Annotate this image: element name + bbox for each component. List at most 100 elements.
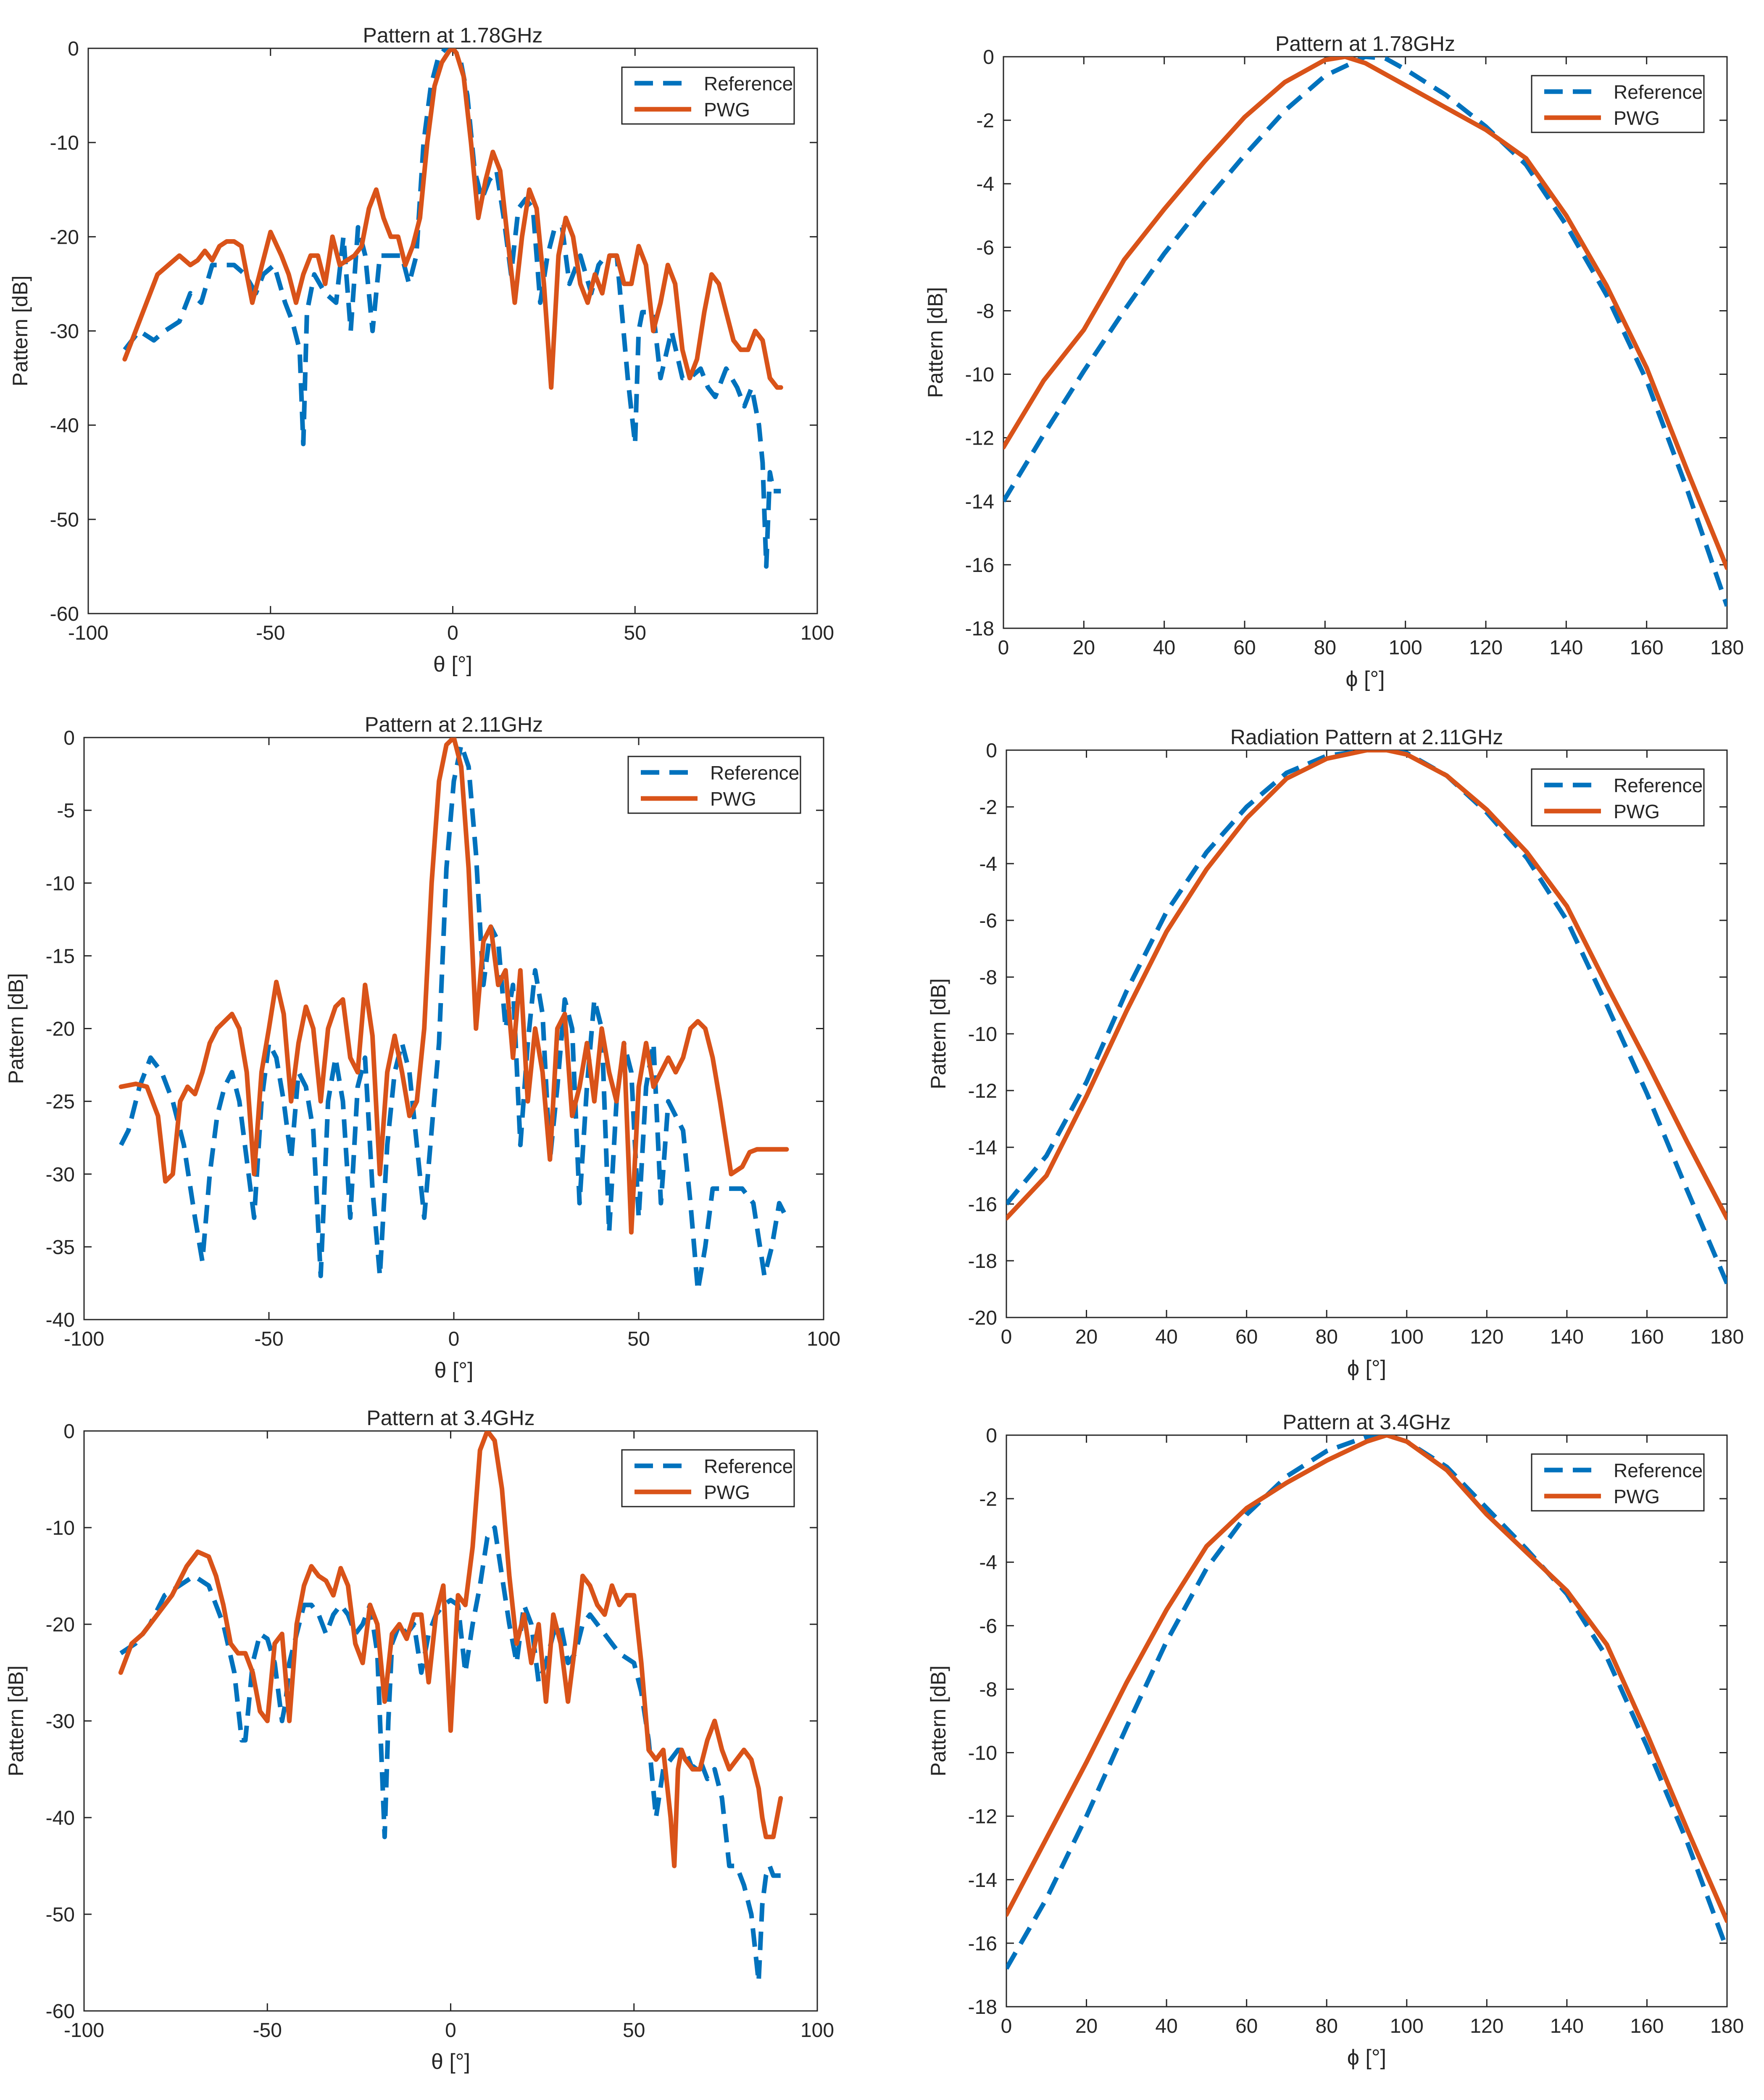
legend-box <box>621 66 795 125</box>
y-tick-label: -20 <box>50 226 79 248</box>
reference-series-line <box>1006 750 1727 1285</box>
x-axis-label: θ [°] <box>433 652 472 677</box>
y-tick-label: -14 <box>965 491 994 513</box>
y-tick-label: -5 <box>57 800 75 822</box>
y-tick-label: -12 <box>968 1806 997 1828</box>
y-tick-label: -10 <box>965 364 994 386</box>
y-axis-label: Pattern [dB] <box>4 973 28 1084</box>
legend-pwg-label: PWG <box>710 788 756 810</box>
x-tick-label: 100 <box>1390 1326 1424 1348</box>
y-tick-label: -14 <box>968 1137 997 1159</box>
legend-box <box>621 1449 795 1507</box>
y-tick-label: -4 <box>979 1552 997 1574</box>
y-tick-label: -4 <box>979 853 997 875</box>
y-tick-label: 0 <box>983 46 994 69</box>
chart-title: Pattern at 3.4GHz <box>1282 1410 1451 1434</box>
x-tick-label: 20 <box>1075 1326 1098 1348</box>
y-tick-label: -60 <box>50 603 79 625</box>
x-tick-label: 0 <box>447 622 458 644</box>
x-axis-label: θ [°] <box>434 1358 473 1383</box>
reference-series-line <box>123 48 781 569</box>
x-tick-label: 50 <box>627 1328 650 1350</box>
y-axis-label: Pattern [dB] <box>927 978 950 1089</box>
y-tick-label: -12 <box>965 427 994 450</box>
y-tick-label: -18 <box>968 1250 997 1273</box>
chart-panel-2: 0 20 40 60 80 100 120 140 160 180 -18 -16 -14 -12 -10 -… <box>924 32 1744 691</box>
y-tick-label: -10 <box>968 1742 997 1765</box>
legend-reference-label: Reference <box>1614 1460 1703 1481</box>
x-tick-label: 80 <box>1314 637 1336 659</box>
y-tick-label: -40 <box>46 1309 75 1331</box>
y-tick-label: -14 <box>968 1869 997 1892</box>
y-axis-label: Pattern [dB] <box>927 1665 950 1776</box>
pwg-series-line <box>122 48 783 390</box>
x-axis-label: ϕ [°] <box>1347 1356 1386 1381</box>
x-tick-label: 160 <box>1630 1326 1664 1348</box>
y-tick-label: -10 <box>46 1517 75 1539</box>
pwg-series-line <box>1006 750 1727 1221</box>
y-tick-label: -35 <box>46 1236 75 1259</box>
y-tick-label: -60 <box>46 2000 75 2023</box>
x-tick-label: 40 <box>1155 1326 1177 1348</box>
x-tick-label: 120 <box>1470 2015 1503 2037</box>
legend: Reference PWG <box>621 66 795 125</box>
y-tick-label: -18 <box>968 1996 997 2018</box>
y-tick-label: -8 <box>979 1678 997 1701</box>
x-tick-label: 0 <box>448 1328 460 1350</box>
chart-panel-1: -100 -50 0 50 100-60-50-40-30-20-100Pattern … <box>8 24 834 677</box>
legend-box <box>1531 75 1705 133</box>
legend-reference-label: Reference <box>704 1455 793 1477</box>
chart-panel-3: -100 -50 0 50 100-40-35-30-25-20-15-10-50Pat… <box>4 713 840 1383</box>
y-tick-label: -12 <box>968 1080 997 1102</box>
legend: Reference PWG <box>621 1449 795 1507</box>
y-axis-label: Pattern [dB] <box>4 1665 28 1776</box>
pwg-series-line <box>1003 57 1727 570</box>
plot-area <box>1003 56 1728 629</box>
x-tick-label: 40 <box>1153 637 1175 659</box>
x-tick-label: -100 <box>68 622 108 644</box>
plot-area <box>1006 1434 1728 2008</box>
x-tick-label: 100 <box>807 1328 840 1350</box>
y-tick-label: 0 <box>68 38 79 60</box>
legend: Reference PWG <box>1531 75 1705 133</box>
y-tick-label: -16 <box>965 554 994 577</box>
reference-series-line <box>119 1525 781 1984</box>
x-tick-label: -100 <box>64 1328 104 1350</box>
x-tick-label: 100 <box>1390 2015 1424 2037</box>
x-tick-label: 180 <box>1710 2015 1744 2037</box>
x-tick-label: 60 <box>1233 637 1256 659</box>
chart-panel-5: -100 -50 0 50 100-60-50-40-30-20-100Pattern … <box>4 1406 834 2074</box>
y-tick-label: -6 <box>979 910 997 932</box>
chart-panel-4: 0 20 40 60 80 100 120 140 160 180-20-18-16-14-12-… <box>927 725 1744 1381</box>
y-tick-label: -20 <box>968 1307 997 1329</box>
y-tick-label: -6 <box>976 237 994 259</box>
x-tick-label: 140 <box>1550 2015 1584 2037</box>
x-tick-label: 60 <box>1235 2015 1258 2037</box>
legend-pwg-label: PWG <box>704 99 750 121</box>
legend-box <box>627 756 801 814</box>
y-tick-label: -10 <box>968 1023 997 1046</box>
legend-pwg-label: PWG <box>1614 801 1660 822</box>
x-tick-label: 180 <box>1710 1326 1744 1348</box>
x-tick-label: 100 <box>800 622 834 644</box>
chart-title: Pattern at 2.11GHz <box>365 713 543 736</box>
y-tick-label: -30 <box>46 1710 75 1733</box>
legend-reference-label: Reference <box>1614 775 1703 796</box>
x-tick-label: -50 <box>254 1328 283 1350</box>
x-tick-label: 80 <box>1316 1326 1338 1348</box>
y-tick-label: -2 <box>979 796 997 819</box>
x-axis-label: ϕ [°] <box>1345 667 1385 691</box>
y-tick-label: -2 <box>976 110 994 132</box>
x-tick-label: 140 <box>1550 1326 1584 1348</box>
legend-pwg-label: PWG <box>1614 107 1660 129</box>
x-axis-label: ϕ [°] <box>1347 2045 1386 2070</box>
x-tick-label: 180 <box>1710 637 1744 659</box>
x-tick-label: 60 <box>1235 1326 1258 1348</box>
y-tick-label: -50 <box>46 1904 75 1926</box>
y-tick-label: 0 <box>986 740 997 762</box>
pwg-series-line <box>1006 1435 1727 1923</box>
y-tick-label: -8 <box>979 967 997 989</box>
x-axis-label: θ [°] <box>431 2050 470 2074</box>
chart-title: Pattern at 3.4GHz <box>366 1406 534 1430</box>
x-tick-label: 50 <box>623 2019 645 2042</box>
